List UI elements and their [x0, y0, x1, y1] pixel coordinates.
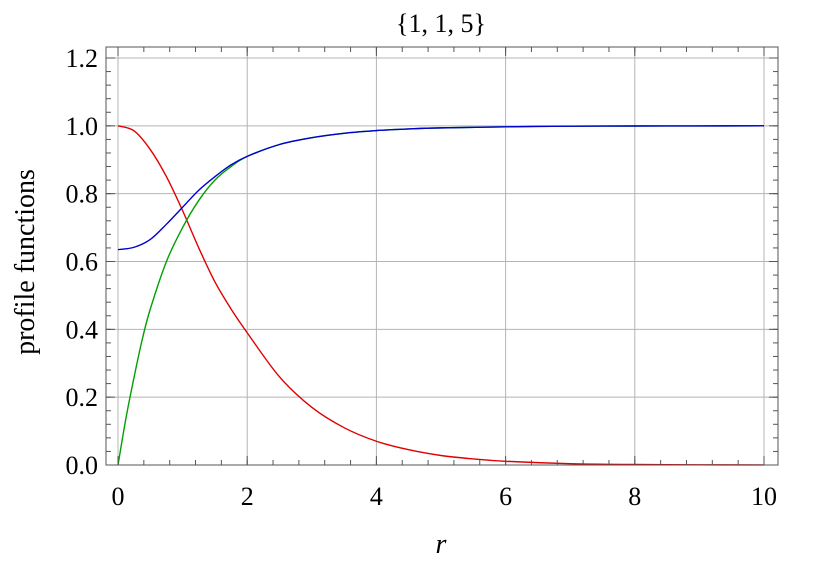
x-tick-label: 2 [241, 482, 254, 511]
y-tick-label: 0.6 [66, 248, 99, 277]
series-layer [117, 125, 765, 466]
x-tick-label: 8 [628, 482, 641, 511]
series-red-line [117, 125, 765, 466]
x-axis-label: r [436, 529, 447, 560]
plot-frame [105, 46, 779, 466]
x-tick-label: 0 [112, 482, 125, 511]
series-blue-line [117, 125, 765, 251]
x-tick-labels: 0 2 4 6 8 10 [112, 482, 778, 511]
y-axis-label: profile functions [10, 169, 41, 355]
axis-ticks [106, 47, 778, 466]
y-tick-label: 1.2 [66, 44, 99, 73]
x-tick-label: 10 [751, 482, 777, 511]
y-tick-labels: 0.0 0.2 0.4 0.6 0.8 1.0 1.2 [66, 44, 99, 480]
y-tick-label: 0.2 [66, 383, 99, 412]
grid [106, 47, 778, 465]
y-tick-label: 0.4 [66, 315, 99, 344]
x-tick-label: 4 [370, 482, 383, 511]
x-tick-label: 6 [499, 482, 512, 511]
chart-title: {1, 1, 5} [396, 9, 486, 38]
y-tick-label: 1.0 [66, 112, 99, 141]
y-tick-label: 0.8 [66, 180, 99, 209]
y-tick-label: 0.0 [66, 451, 99, 480]
